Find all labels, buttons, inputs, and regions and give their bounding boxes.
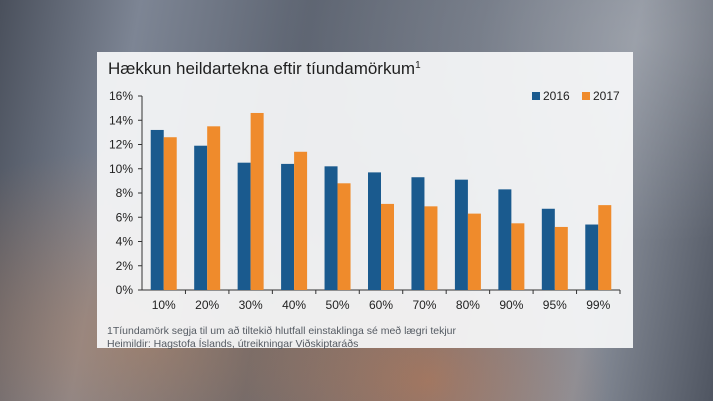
x-tick-label: 20% bbox=[195, 298, 219, 312]
bar-2017-30pct bbox=[250, 112, 264, 290]
bar-2017-99pct bbox=[598, 205, 612, 290]
y-tick-label: 16% bbox=[109, 89, 133, 103]
x-tick-label: 40% bbox=[282, 298, 306, 312]
bar-2017-95pct bbox=[554, 226, 568, 290]
y-tick-label: 4% bbox=[116, 235, 134, 249]
title-superscript: 1 bbox=[415, 60, 421, 71]
bar-2017-60pct bbox=[381, 203, 394, 290]
y-tick-label: 10% bbox=[109, 162, 133, 176]
bar-2016-50pct bbox=[324, 166, 338, 290]
bar-2016-70pct bbox=[411, 177, 425, 290]
x-tick-label: 10% bbox=[152, 298, 176, 312]
chart-card: Hækkun heildartekna eftir tíundamörkum1 … bbox=[97, 52, 633, 350]
bar-2017-20pct bbox=[207, 126, 221, 290]
x-tick-label: 90% bbox=[499, 298, 523, 312]
legend-label-2017: 2017 bbox=[593, 89, 620, 103]
y-tick-label: 0% bbox=[116, 283, 134, 297]
bar-2016-60pct bbox=[368, 172, 381, 290]
x-tick-label: 99% bbox=[586, 298, 610, 312]
y-tick-label: 14% bbox=[109, 113, 133, 127]
bar-2016-30pct bbox=[237, 162, 251, 290]
bar-2017-80pct bbox=[467, 213, 481, 290]
bar-2017-50pct bbox=[337, 183, 351, 290]
bar-2016-99pct bbox=[585, 224, 599, 290]
y-tick-label: 2% bbox=[116, 259, 134, 273]
bar-2016-40pct bbox=[281, 163, 295, 290]
legend-label-2016: 2016 bbox=[543, 89, 570, 103]
bar-2016-95pct bbox=[541, 208, 555, 290]
x-tick-label: 60% bbox=[369, 298, 393, 312]
chart-title: Hækkun heildartekna eftir tíundamörkum1 bbox=[108, 59, 421, 79]
chart-title-text: Hækkun heildartekna eftir tíundamörkum bbox=[108, 59, 416, 78]
bar-2017-70pct bbox=[424, 206, 438, 290]
x-tick-label: 95% bbox=[543, 298, 567, 312]
x-tick-label: 30% bbox=[239, 298, 263, 312]
bar-2016-20pct bbox=[194, 145, 208, 290]
x-tick-label: 50% bbox=[326, 298, 350, 312]
bar-2016-80pct bbox=[454, 179, 468, 290]
footnote-definition: 1Tíundamörk segja til um að tiltekið hlu… bbox=[107, 325, 456, 337]
bar-2017-90pct bbox=[511, 223, 525, 290]
bar-2016-10pct bbox=[150, 129, 164, 290]
bar-2017-40pct bbox=[294, 151, 308, 290]
footnote-sources: Heimildir: Hagstofa Íslands, útreikninga… bbox=[107, 338, 359, 350]
y-tick-label: 6% bbox=[116, 210, 134, 224]
x-tick-label: 80% bbox=[456, 298, 480, 312]
legend-swatch-2017 bbox=[582, 92, 590, 100]
bar-2016-90pct bbox=[498, 189, 512, 290]
bar-chart: 0% 2% 4% 6% 8% 10% 12% 14% 16% 10% 20% 30% 40% 50% 60%… bbox=[109, 89, 621, 312]
y-tick-label: 8% bbox=[116, 186, 134, 200]
legend-swatch-2016 bbox=[532, 92, 540, 100]
x-tick-label: 70% bbox=[412, 298, 436, 312]
y-tick-label: 12% bbox=[109, 138, 133, 152]
bar-2017-10pct bbox=[163, 137, 177, 290]
